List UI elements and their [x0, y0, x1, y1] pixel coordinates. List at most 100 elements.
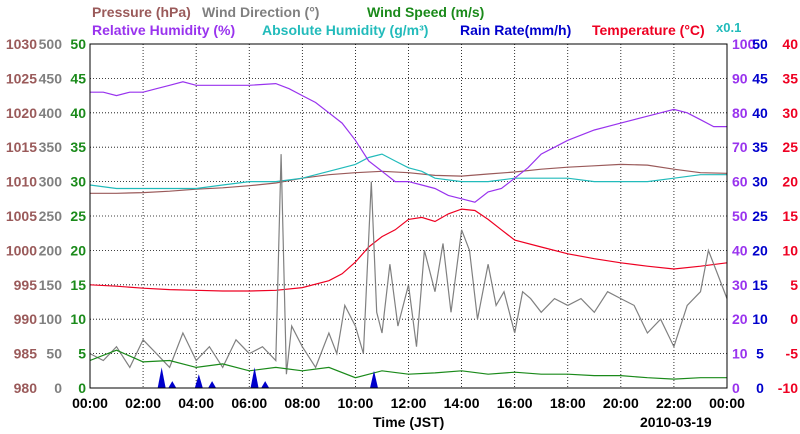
wind-direction-tick-label: 50 — [46, 346, 62, 362]
x-tick-label: 00:00 — [72, 395, 108, 411]
temperature-tick-label: 20 — [782, 174, 798, 190]
x-tick-label: 02:00 — [125, 395, 161, 411]
pressure-tick-label: 995 — [14, 277, 38, 293]
rain-rate-mark — [369, 370, 378, 388]
x-tick-label: 00:00 — [709, 395, 745, 411]
rain-rate-tick-label: 30 — [752, 174, 768, 190]
relative-humidity-tick-label: 10 — [732, 346, 748, 362]
rain-rate-mark — [157, 367, 166, 388]
relative-humidity-tick-label: 90 — [732, 70, 748, 86]
absolute-humidity-g-m-series — [90, 153, 727, 190]
legend-pressure: Pressure (hPa) — [92, 4, 191, 20]
pressure-tick-label: 1010 — [6, 174, 37, 190]
x-tick-label: 16:00 — [497, 395, 533, 411]
rain-rate-mark — [208, 381, 217, 388]
temperature-c-series — [90, 208, 727, 292]
rain-rate-tick-label: 15 — [752, 277, 768, 293]
wind-direction-tick-label: 200 — [39, 242, 63, 258]
relative-humidity-tick-label: 30 — [732, 277, 748, 293]
rain-rate-tick-label: 50 — [752, 36, 768, 52]
wind-direction-tick-label: 250 — [39, 208, 63, 224]
rain-rate-mark — [250, 367, 259, 388]
pressure-tick-label: 1030 — [6, 36, 37, 52]
wind-speed-tick-label: 15 — [70, 277, 86, 293]
relative-humidity-tick-label: 70 — [732, 139, 748, 155]
legend-wind-speed: Wind Speed (m/s) — [367, 4, 485, 20]
rain-rate-tick-label: 45 — [752, 70, 768, 86]
wind-direction-tick-label: 0 — [54, 380, 62, 396]
wind-direction-tick-label: 100 — [39, 311, 63, 327]
x-tick-label: 06:00 — [231, 395, 267, 411]
legend-rain-rate: Rain Rate(mm/h) — [460, 22, 572, 38]
wind-speed-tick-label: 20 — [70, 242, 86, 258]
pressure-tick-label: 1005 — [6, 208, 37, 224]
temperature-tick-label: 35 — [782, 70, 798, 86]
temperature-tick-label: 0 — [790, 311, 798, 327]
x-tick-label: 10:00 — [338, 395, 374, 411]
pressure-tick-label: 1015 — [6, 139, 37, 155]
rain-rate-tick-label: 35 — [752, 139, 768, 155]
rain-rate-tick-label: 40 — [752, 105, 768, 121]
rain-rate-mark — [261, 381, 270, 388]
plot-frame — [89, 43, 728, 389]
temperature-tick-label: -5 — [786, 346, 799, 362]
relative-humidity-tick-label: 50 — [732, 208, 748, 224]
relative-humidity-tick-label: 40 — [732, 242, 748, 258]
relative-humidity-tick-label: 100 — [732, 36, 756, 52]
temperature-tick-label: 5 — [790, 277, 798, 293]
pressure-tick-label: 1025 — [6, 70, 37, 86]
wind-speed-tick-label: 0 — [78, 380, 86, 396]
temperature-tick-label: 25 — [782, 139, 798, 155]
rain-rate-tick-label: 0 — [756, 380, 764, 396]
wind-speed-tick-label: 50 — [70, 36, 86, 52]
wind-speed-tick-label: 45 — [70, 70, 86, 86]
relative-humidity-tick-label: 20 — [732, 311, 748, 327]
wind-speed-tick-label: 10 — [70, 311, 86, 327]
temperature-tick-label: 10 — [782, 242, 798, 258]
wind-direction-tick-label: 400 — [39, 105, 63, 121]
rain-rate-mark — [194, 374, 203, 388]
legend-temperature: Temperature (°C) — [592, 22, 705, 38]
rain-rate-tick-label: 20 — [752, 242, 768, 258]
legend-multiplier: x0.1 — [716, 20, 742, 35]
temperature-tick-label: 30 — [782, 105, 798, 121]
x-tick-label: 18:00 — [550, 395, 586, 411]
wind-direction-tick-label: 300 — [39, 174, 63, 190]
pressure-hpa-series — [90, 163, 727, 194]
legend-relative-humidity: Relative Humidity (%) — [92, 22, 236, 38]
wind-direction-tick-label: 500 — [39, 36, 63, 52]
wind-speed-tick-label: 25 — [70, 208, 86, 224]
wind-speed-tick-label: 35 — [70, 139, 86, 155]
x-tick-label: 08:00 — [284, 395, 320, 411]
pressure-tick-label: 1000 — [6, 242, 37, 258]
legend-wind-direction: Wind Direction (°) — [202, 4, 320, 20]
x-tick-label: 22:00 — [656, 395, 692, 411]
x-tick-label: 20:00 — [603, 395, 639, 411]
temperature-tick-label: 15 — [782, 208, 798, 224]
wind-direction-tick-label: 150 — [39, 277, 63, 293]
chart-date: 2010-03-19 — [640, 414, 712, 430]
temperature-tick-label: -10 — [778, 380, 798, 396]
pressure-tick-label: 990 — [14, 311, 38, 327]
wind-direction-tick-label: 350 — [39, 139, 63, 155]
pressure-tick-label: 985 — [14, 346, 38, 362]
x-tick-label: 12:00 — [391, 395, 427, 411]
pressure-tick-label: 1020 — [6, 105, 37, 121]
temperature-tick-label: 40 — [782, 36, 798, 52]
wind-speed-tick-label: 30 — [70, 174, 86, 190]
x-axis-label: Time (JST) — [373, 414, 445, 430]
rain-rate-tick-label: 5 — [756, 346, 764, 362]
relative-humidity-series — [90, 81, 727, 203]
rain-rate-tick-label: 25 — [752, 208, 768, 224]
wind-direction-tick-label: 450 — [39, 70, 63, 86]
pressure-tick-label: 980 — [14, 380, 38, 396]
relative-humidity-tick-label: 80 — [732, 105, 748, 121]
wind-speed-m-s-series — [90, 349, 727, 380]
rain-rate-tick-label: 10 — [752, 311, 768, 327]
x-tick-label: 04:00 — [178, 395, 214, 411]
x-tick-label: 14:00 — [444, 395, 480, 411]
wind-speed-tick-label: 40 — [70, 105, 86, 121]
relative-humidity-tick-label: 60 — [732, 174, 748, 190]
legend-absolute-humidity: Absolute Humidity (g/m³) — [262, 22, 429, 38]
